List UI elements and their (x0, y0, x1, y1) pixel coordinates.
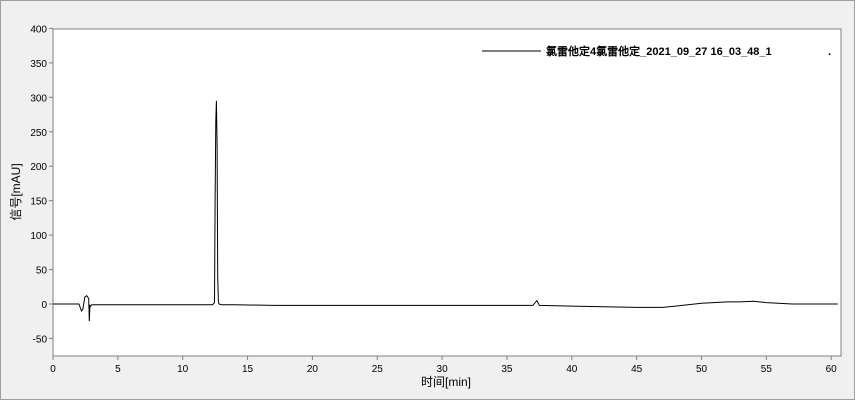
x-axis-label: 时间[min] (421, 375, 471, 389)
y-tick-label: 50 (36, 266, 48, 277)
x-tick-label: 60 (826, 364, 838, 375)
legend-trailing-mark: . (828, 46, 831, 58)
x-tick-label: 15 (242, 364, 254, 375)
y-tick-label: 200 (30, 162, 47, 173)
x-tick-label: 25 (372, 364, 384, 375)
x-tick-label: 20 (307, 364, 319, 375)
x-tick-label: 5 (115, 364, 121, 375)
y-axis-label: 信号[mAU] (9, 163, 23, 220)
y-tick-label: 100 (30, 231, 47, 242)
y-tick-label: 400 (30, 24, 47, 35)
x-tick-label: 30 (437, 364, 449, 375)
y-tick-label: 350 (30, 59, 47, 70)
y-tick-label: -50 (33, 334, 48, 345)
x-tick-label: 50 (696, 364, 708, 375)
plot-area (52, 28, 842, 357)
x-tick-label: 40 (566, 364, 578, 375)
x-tick-label: 55 (761, 364, 773, 375)
y-tick-label: 0 (41, 300, 47, 311)
series-line (53, 100, 838, 322)
x-tick-label: 10 (177, 364, 189, 375)
x-tick-label: 0 (50, 364, 56, 375)
y-tick-label: 150 (30, 197, 47, 208)
x-tick-label: 45 (631, 364, 643, 375)
legend-label: 氯雷他定4氯雷他定_2021_09_27 16_03_48_1 (546, 44, 772, 58)
y-tick-label: 250 (30, 128, 47, 139)
x-tick-label: 35 (501, 364, 513, 375)
y-tick-label: 300 (30, 93, 47, 104)
